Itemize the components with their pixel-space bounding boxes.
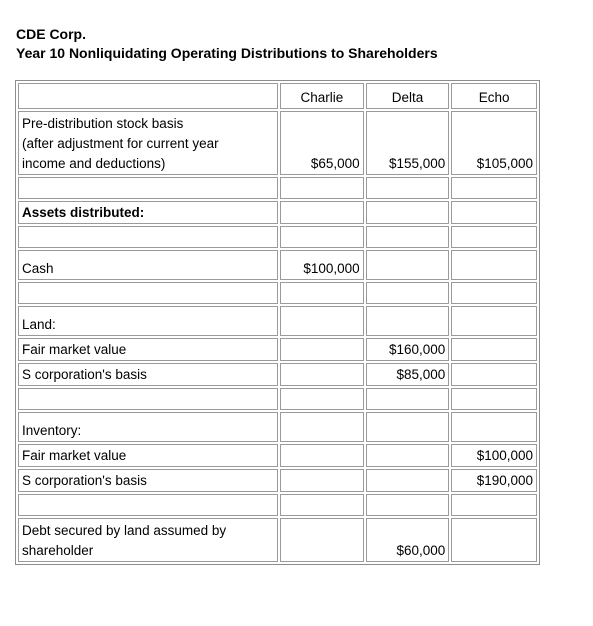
cell-echo-land-basis bbox=[451, 363, 537, 386]
empty-cell bbox=[451, 306, 537, 336]
empty-cell bbox=[365, 412, 450, 442]
cell-charlie-basis: $65,000 bbox=[280, 111, 364, 175]
empty-cell bbox=[280, 177, 364, 199]
row-label-stock-basis: Pre-distribution stock basis (after adju… bbox=[18, 111, 279, 175]
cell-delta-debt: $60,000 bbox=[365, 518, 450, 562]
table-row-blank bbox=[18, 388, 537, 410]
row-label-line: income and deductions) bbox=[22, 156, 166, 171]
empty-cell bbox=[451, 494, 537, 516]
cell-delta-land-basis: $85,000 bbox=[365, 363, 450, 386]
cell-charlie-debt bbox=[280, 518, 364, 562]
empty-cell bbox=[280, 388, 364, 410]
cell-charlie-land-basis bbox=[280, 363, 364, 386]
empty-cell bbox=[18, 282, 279, 304]
section-label-inventory: Inventory: bbox=[18, 412, 279, 442]
cell-echo-cash bbox=[451, 250, 537, 280]
empty-cell bbox=[18, 388, 279, 410]
empty-cell bbox=[280, 226, 364, 248]
row-label-line: shareholder bbox=[22, 543, 94, 558]
cell-echo-inventory-basis: $190,000 bbox=[451, 469, 537, 492]
table-row-blank bbox=[18, 282, 537, 304]
table-row-land-fmv: Fair market value $160,000 bbox=[18, 338, 537, 361]
cell-delta-cash bbox=[365, 250, 450, 280]
empty-cell bbox=[451, 201, 537, 224]
empty-cell bbox=[451, 388, 537, 410]
cell-echo-land-fmv bbox=[451, 338, 537, 361]
empty-cell bbox=[280, 306, 364, 336]
empty-cell bbox=[365, 177, 450, 199]
table-row-blank bbox=[18, 494, 537, 516]
column-header-delta: Delta bbox=[365, 83, 450, 109]
empty-cell bbox=[365, 226, 450, 248]
empty-cell bbox=[365, 201, 450, 224]
header-cell-blank bbox=[18, 83, 279, 109]
empty-cell bbox=[451, 177, 537, 199]
table-row-land-basis: S corporation's basis $85,000 bbox=[18, 363, 537, 386]
cell-delta-inventory-basis bbox=[365, 469, 450, 492]
row-label-inventory-fmv: Fair market value bbox=[18, 444, 279, 467]
row-label-land-basis: S corporation's basis bbox=[18, 363, 279, 386]
table-row-cash: Cash $100,000 bbox=[18, 250, 537, 280]
empty-cell bbox=[451, 412, 537, 442]
row-label-line: (after adjustment for current year bbox=[22, 136, 219, 151]
cell-charlie-land-fmv bbox=[280, 338, 364, 361]
table-row-stock-basis: Pre-distribution stock basis (after adju… bbox=[18, 111, 537, 175]
table-row-inventory-fmv: Fair market value $100,000 bbox=[18, 444, 537, 467]
row-label-debt-assumed: Debt secured by land assumed by sharehol… bbox=[18, 518, 279, 562]
table-row-assets-distributed: Assets distributed: bbox=[18, 201, 537, 224]
empty-cell bbox=[365, 282, 450, 304]
empty-cell bbox=[18, 494, 279, 516]
cell-delta-basis: $155,000 bbox=[365, 111, 450, 175]
column-header-charlie: Charlie bbox=[280, 83, 364, 109]
empty-cell bbox=[451, 282, 537, 304]
row-label-land-fmv: Fair market value bbox=[18, 338, 279, 361]
empty-cell bbox=[280, 282, 364, 304]
empty-cell bbox=[451, 226, 537, 248]
empty-cell bbox=[280, 201, 364, 224]
header-row: Charlie Delta Echo bbox=[18, 83, 537, 109]
empty-cell bbox=[18, 177, 279, 199]
row-label-cash: Cash bbox=[18, 250, 279, 280]
empty-cell bbox=[280, 494, 364, 516]
empty-cell bbox=[365, 306, 450, 336]
cell-charlie-cash: $100,000 bbox=[280, 250, 364, 280]
cell-delta-land-fmv: $160,000 bbox=[365, 338, 450, 361]
cell-charlie-inventory-fmv bbox=[280, 444, 364, 467]
cell-echo-inventory-fmv: $100,000 bbox=[451, 444, 537, 467]
page-title: Year 10 Nonliquidating Operating Distrib… bbox=[16, 45, 438, 61]
row-label-line: Debt secured by land assumed by bbox=[22, 523, 227, 538]
section-label-assets-distributed: Assets distributed: bbox=[18, 201, 279, 224]
table-row-blank bbox=[18, 177, 537, 199]
empty-cell bbox=[365, 388, 450, 410]
cell-echo-basis: $105,000 bbox=[451, 111, 537, 175]
column-header-echo: Echo bbox=[451, 83, 537, 109]
company-name: CDE Corp. bbox=[16, 26, 86, 42]
empty-cell bbox=[280, 412, 364, 442]
table-row-blank bbox=[18, 226, 537, 248]
distributions-table: Charlie Delta Echo Pre-distribution stoc… bbox=[15, 80, 540, 565]
cell-delta-inventory-fmv bbox=[365, 444, 450, 467]
table-row-land: Land: bbox=[18, 306, 537, 336]
table-row-inventory: Inventory: bbox=[18, 412, 537, 442]
cell-charlie-inventory-basis bbox=[280, 469, 364, 492]
section-label-land: Land: bbox=[18, 306, 279, 336]
cell-echo-debt bbox=[451, 518, 537, 562]
row-label-line: Pre-distribution stock basis bbox=[22, 116, 184, 131]
table-row-debt-assumed: Debt secured by land assumed by sharehol… bbox=[18, 518, 537, 562]
table-row-inventory-basis: S corporation's basis $190,000 bbox=[18, 469, 537, 492]
empty-cell bbox=[365, 494, 450, 516]
row-label-inventory-basis: S corporation's basis bbox=[18, 469, 279, 492]
empty-cell bbox=[18, 226, 279, 248]
